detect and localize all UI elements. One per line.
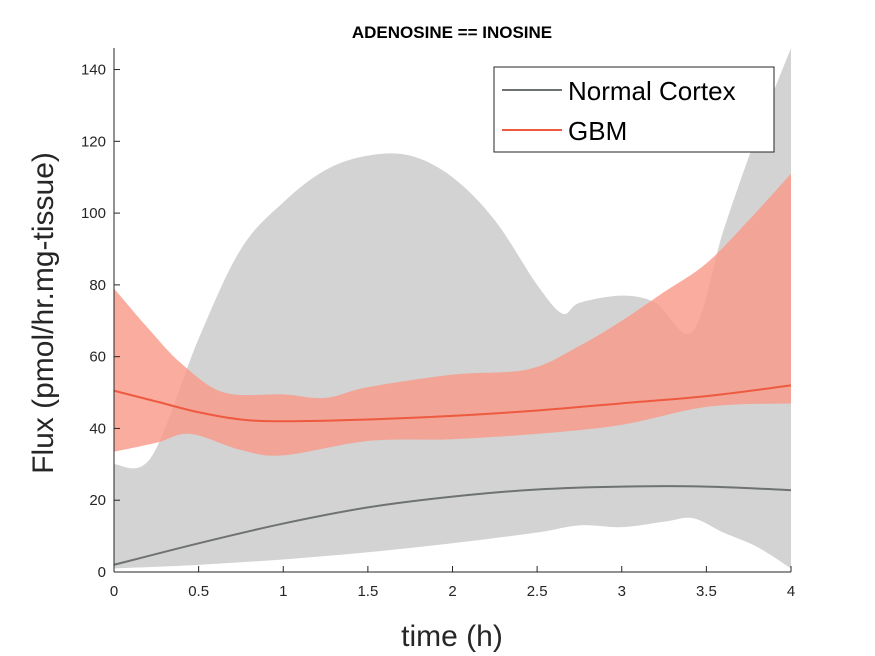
series-line-gbm [114,384,791,423]
y-tick-label: 120 [81,133,106,150]
x-tick-label: 4 [787,583,795,600]
y-tick-label: 0 [98,564,106,581]
legend-label-normal-cortex: Normal Cortex [568,76,736,106]
x-tick-label: 2.5 [527,583,548,600]
y-tick-label: 140 [81,62,106,79]
y-tick-label: 20 [89,492,106,509]
x-tick-label: 1.5 [357,583,378,600]
x-tick-label: 0 [110,583,118,600]
y-tick-label: 60 [89,349,106,366]
x-tick-label: 2 [448,583,456,600]
y-tick-label: 40 [89,420,106,437]
legend-label-gbm: GBM [568,116,627,146]
x-tick-label: 3 [618,583,626,600]
chart-title: ADENOSINE == INOSINE [352,23,552,42]
y-tick-label: 100 [81,205,106,222]
series-line-normal-cortex [114,485,791,566]
legend: Normal Cortex GBM [493,66,775,153]
y-tick-label: 80 [89,277,106,294]
x-tick-label: 0.5 [188,583,209,600]
x-axis-label: time (h) [401,620,503,653]
confidence-band-gbm [114,173,791,456]
legend-box [493,66,775,153]
x-tick-label: 3.5 [696,583,717,600]
x-tick-label: 1 [279,583,287,600]
plot-area [114,48,791,569]
y-axis-label: Flux (pmol/hr.mg-tissue) [27,152,60,474]
